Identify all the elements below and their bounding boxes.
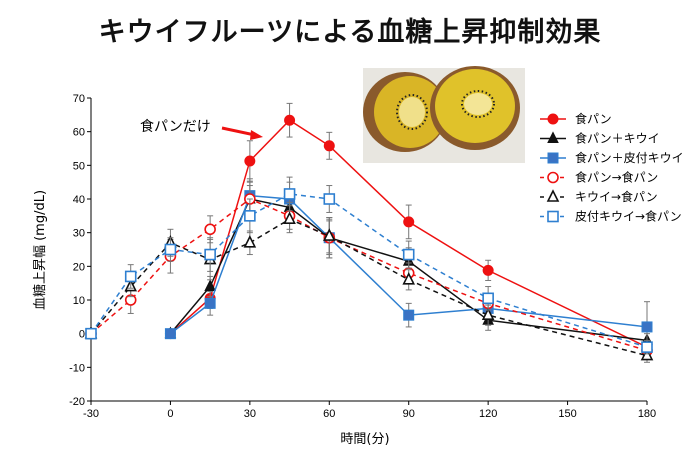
data-point — [482, 292, 494, 305]
y-tick-label: 40 — [73, 194, 85, 206]
data-point — [641, 321, 653, 333]
data-point — [204, 297, 216, 309]
legend-item: 食パン→食パン — [540, 170, 658, 185]
x-tick-label: -30 — [83, 408, 99, 420]
y-tick-label: -20 — [69, 396, 85, 408]
series-6 — [85, 176, 653, 355]
data-point — [204, 279, 216, 292]
data-point — [323, 193, 336, 205]
y-tick-label: 0 — [79, 329, 85, 341]
legend-marker — [547, 113, 559, 125]
data-point — [284, 114, 296, 126]
legend-marker — [547, 210, 559, 223]
legend-marker — [546, 189, 560, 202]
data-point — [243, 234, 257, 248]
data-point — [124, 270, 137, 283]
x-tick-label: 60 — [323, 408, 335, 420]
data-point — [164, 243, 177, 256]
data-point — [403, 309, 415, 321]
data-point — [640, 347, 654, 361]
x-tick-label: 120 — [479, 408, 497, 420]
data-point — [403, 216, 415, 228]
series-line — [169, 119, 648, 348]
legend-item: 皮付キウイ→食パン — [540, 209, 682, 224]
legend-item: 食パン＋皮付キウイ — [540, 150, 684, 165]
x-tick-label: 0 — [167, 408, 173, 420]
legend-label: 食パン→食パン — [575, 170, 658, 185]
annotation-label: 食パンだけ — [140, 118, 211, 135]
legend-label: 食パン — [575, 111, 612, 126]
data-point — [283, 188, 296, 200]
y-tick-label: -10 — [69, 362, 85, 374]
data-point — [204, 223, 216, 236]
y-tick-label: 70 — [73, 93, 85, 105]
data-point — [164, 328, 176, 340]
legend-item: キウイ→食パン — [540, 189, 658, 204]
legend-marker — [547, 131, 559, 143]
legend-marker — [547, 171, 559, 184]
data-point — [482, 264, 494, 276]
y-tick-label: 10 — [73, 295, 85, 307]
y-tick-label: 20 — [73, 261, 85, 273]
legend-item: 食パン＋キウイ — [540, 131, 660, 146]
legend-label: キウイ→食パン — [575, 189, 658, 204]
series-line — [90, 218, 648, 357]
data-point — [402, 248, 415, 261]
chart-title: キウイフルーツによる血糖上昇抑制効果 — [98, 17, 602, 48]
y-tick-label: 60 — [73, 127, 85, 139]
y-tick-label: 30 — [73, 228, 85, 240]
series-line — [90, 193, 648, 348]
data-point — [244, 210, 256, 222]
x-tick-label: 180 — [638, 408, 656, 420]
series-line — [169, 198, 648, 342]
legend-label: 食パン＋皮付キウイ — [575, 150, 684, 165]
legend-item: 食パン — [540, 111, 612, 126]
data-point — [244, 155, 256, 167]
data-point — [85, 327, 97, 340]
data-point — [283, 211, 296, 224]
data-point — [641, 341, 653, 353]
x-axis-label: 時間(分) — [340, 432, 389, 447]
legend-label: 皮付キウイ→食パン — [575, 209, 682, 224]
x-tick-label: 150 — [558, 408, 576, 420]
legend-label: 食パン＋キウイ — [575, 131, 660, 146]
kiwi-photo — [363, 66, 525, 163]
x-tick-label: 30 — [244, 408, 256, 420]
series-line — [90, 198, 648, 352]
y-tick-label: 50 — [73, 160, 85, 172]
data-point — [323, 140, 335, 152]
data-point — [481, 307, 495, 320]
data-point — [204, 248, 216, 261]
data-point — [322, 228, 336, 241]
annotation-arrow — [221, 126, 263, 140]
y-axis-label: 血糖上昇幅 (mg/dL) — [32, 190, 48, 310]
legend-marker — [547, 152, 559, 164]
x-tick-label: 90 — [403, 408, 415, 420]
data-point — [402, 272, 416, 285]
